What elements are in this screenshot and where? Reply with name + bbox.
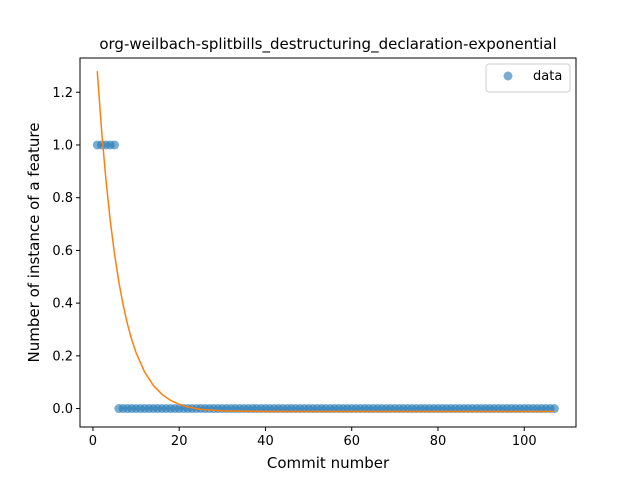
legend-box xyxy=(485,63,571,93)
x-tick-label: 0 xyxy=(89,434,97,449)
legend-marker xyxy=(503,71,513,81)
y-axis-ticks: 0.0 0.2 0.4 0.6 0.8 1.0 1.2 xyxy=(52,86,80,417)
y-tick-label: 0.0 xyxy=(52,402,73,417)
x-axis-ticks: 0 20 40 60 80 100 xyxy=(89,427,537,449)
x-tick-label: 20 xyxy=(171,434,188,449)
plot-area xyxy=(92,71,559,414)
x-tick-label: 60 xyxy=(343,434,360,449)
y-tick-label: 0.2 xyxy=(52,349,73,364)
legend-label: data xyxy=(533,69,562,84)
chart-title: org-weilbach-splitbills_destructuring_de… xyxy=(99,35,556,54)
fit-line xyxy=(96,71,555,413)
y-tick-label: 0.6 xyxy=(52,244,73,259)
axes-frame xyxy=(79,57,577,428)
y-tick-label: 0.4 xyxy=(52,297,73,312)
x-tick-label: 80 xyxy=(430,434,447,449)
legend: data xyxy=(485,63,571,93)
y-tick-label: 1.2 xyxy=(52,86,73,101)
x-tick-label: 100 xyxy=(512,434,537,449)
y-tick-label: 0.8 xyxy=(52,191,73,206)
data-point xyxy=(110,140,119,150)
y-tick-label: 1.0 xyxy=(52,138,73,153)
x-tick-label: 40 xyxy=(257,434,274,449)
y-axis-label: Number of instance of a feature xyxy=(25,123,43,363)
x-axis-label: Commit number xyxy=(267,454,390,472)
